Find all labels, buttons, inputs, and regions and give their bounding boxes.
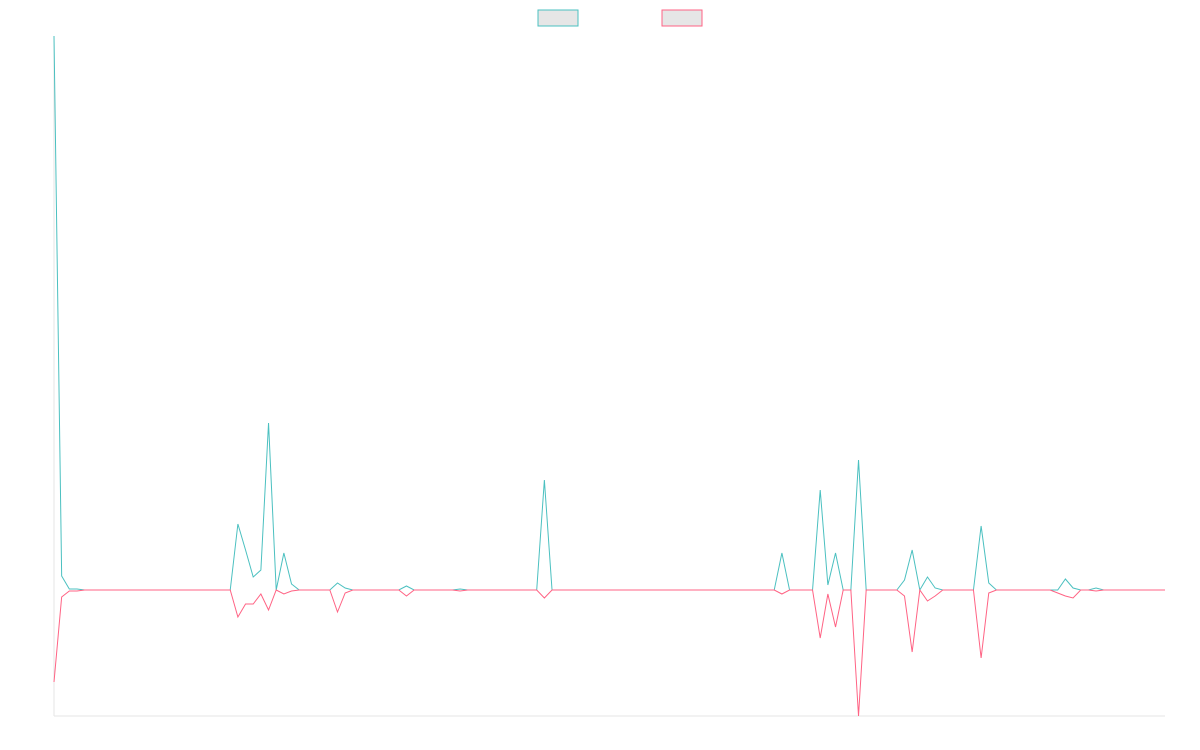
legend-swatch <box>661 9 703 27</box>
line <box>53 588 1165 717</box>
line <box>53 35 1165 592</box>
legend-swatch <box>537 9 579 27</box>
